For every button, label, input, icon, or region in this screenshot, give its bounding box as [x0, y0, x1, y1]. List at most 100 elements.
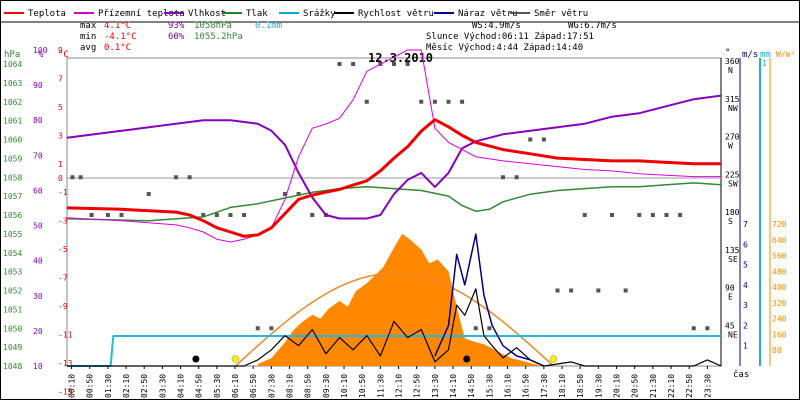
hpa-tick-3: 1061: [3, 117, 22, 126]
wind-direction-point: [705, 326, 710, 331]
axis-mm-label: mm: [760, 50, 771, 60]
wm2-tick-2: 560: [772, 252, 787, 261]
hpa-tick-13: 1051: [3, 305, 22, 314]
percent-tick-2: 80: [33, 116, 43, 125]
wind-direction-point: [310, 213, 315, 217]
x-tick-26: 17:30: [540, 374, 549, 398]
wind-direction-point: [582, 213, 587, 217]
celsius-tick-3: 3: [58, 131, 63, 140]
direction-label-3: SW: [728, 179, 738, 188]
pressure-line: [66, 182, 722, 222]
stats-moon: Měsíc Východ:4:44 Západ:14:40: [426, 43, 583, 53]
x-tick-20: 13:30: [431, 374, 440, 398]
celsius-tick-9: -7: [58, 274, 68, 283]
celsius-tick-2: 5: [58, 103, 63, 112]
solar-area: [257, 233, 539, 366]
percent-tick-7: 30: [33, 292, 43, 301]
wind-direction-point: [610, 213, 614, 217]
hpa-tick-11: 1053: [3, 268, 22, 277]
hpa-tick-6: 1058: [3, 173, 22, 182]
percent-tick-0: 100: [33, 46, 48, 55]
x-tick-27: 18:10: [558, 374, 567, 398]
stats-min-label: min: [80, 32, 96, 42]
ms-tick-1: 6: [743, 240, 748, 249]
wind-direction-point: [364, 99, 369, 104]
ms-tick-0: 7: [743, 220, 748, 229]
stats-max-rain: 0.1mm: [255, 21, 282, 31]
wm2-tick-3: 480: [772, 267, 787, 276]
x-tick-32: 21:30: [649, 374, 658, 398]
x-tick-12: 08:10: [286, 374, 295, 398]
ground-temp-line: [66, 49, 721, 243]
wind-direction-point: [337, 62, 342, 66]
x-tick-13: 08:50: [304, 374, 313, 398]
degree-tick-6: 90: [725, 284, 735, 293]
direction-label-6: E: [728, 293, 733, 302]
x-tick-17: 11:30: [376, 374, 385, 398]
wind-direction-point: [214, 213, 219, 217]
wind-direction-point: [187, 175, 192, 180]
wind-direction-point: [228, 213, 233, 217]
wind-direction-point: [460, 99, 465, 104]
wind-speed-line: [67, 288, 722, 367]
x-tick-0: 00:10: [68, 374, 77, 398]
stats-max-label: max: [80, 21, 97, 31]
celsius-tick-6: -1: [58, 188, 68, 197]
humidity-line: [66, 94, 722, 220]
legend-label-4: Srážky: [303, 9, 336, 19]
wind-direction-point: [351, 62, 356, 66]
ms-tick-4: 3: [743, 301, 748, 310]
direction-label-7: NE: [728, 330, 738, 339]
axis-hpa-label: hPa: [4, 50, 20, 60]
percent-tick-9: 10: [33, 362, 43, 371]
stats-avg-label: avg: [80, 43, 96, 53]
direction-label-4: S: [728, 217, 733, 226]
celsius-tick-4: 1: [58, 160, 63, 169]
wind-direction-point: [691, 326, 696, 331]
stats-wind-gust: WG:6.7m/s: [568, 21, 617, 31]
stats-max-press: 1058hPa: [194, 21, 232, 31]
direction-label-5: SE: [728, 255, 738, 264]
wind-direction-point: [528, 137, 533, 142]
stats-min-temp: -4.1°C: [104, 32, 137, 42]
temperature-line: [66, 118, 721, 238]
wind-direction-point: [296, 192, 301, 197]
wind-direction-point: [432, 99, 437, 104]
x-tick-9: 06:10: [231, 374, 240, 398]
x-tick-28: 18:50: [576, 374, 585, 398]
wm2-tick-0: 720: [772, 220, 787, 229]
x-tick-5: 03:30: [158, 374, 167, 398]
wm2-tick-5: 320: [772, 299, 787, 308]
axis-ms-label: m/s: [742, 50, 758, 60]
x-tick-11: 07:30: [267, 374, 276, 398]
degree-tick-3: 225: [725, 170, 740, 179]
celsius-tick-5: 0: [58, 174, 63, 183]
wind-direction-point: [269, 326, 274, 331]
degree-tick-0: 360: [725, 57, 740, 66]
x-tick-6: 04:10: [177, 374, 186, 398]
stats-avg-temp: 0.1°C: [104, 43, 131, 53]
wind-direction-point: [70, 175, 75, 180]
wind-direction-point: [119, 213, 124, 217]
wind-direction-point: [623, 288, 628, 293]
ms-tick-2: 5: [743, 261, 748, 270]
x-tick-18: 12:10: [395, 374, 404, 398]
hpa-tick-16: 1048: [3, 362, 22, 371]
wm2-tick-8: 80: [772, 346, 782, 355]
x-tick-25: 16:50: [522, 374, 531, 398]
axis-wm2-label: W/m²: [776, 50, 795, 59]
x-tick-4: 02:50: [140, 374, 149, 398]
degree-tick-5: 135: [725, 246, 740, 255]
hpa-tick-8: 1056: [3, 211, 22, 220]
celsius-tick-11: -11: [58, 330, 73, 339]
x-tick-35: 23:30: [703, 374, 712, 398]
hpa-tick-15: 1049: [3, 343, 22, 352]
legend-label-0: Teplota: [28, 9, 66, 19]
x-tick-3: 02:10: [122, 374, 131, 398]
percent-tick-8: 20: [33, 327, 43, 336]
wind-direction-point: [89, 213, 94, 217]
direction-label-2: W: [728, 142, 733, 151]
celsius-tick-8: -5: [58, 245, 68, 254]
x-tick-1: 00:50: [86, 374, 95, 398]
